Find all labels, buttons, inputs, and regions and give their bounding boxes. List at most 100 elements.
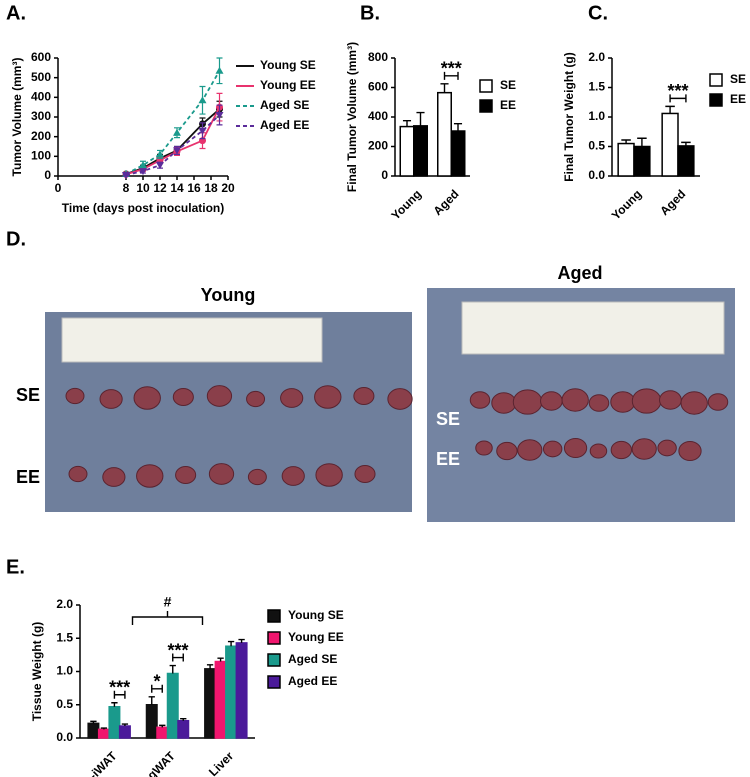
bar (214, 660, 227, 739)
tumor (206, 385, 233, 407)
x-tick-label: 20 (221, 181, 235, 195)
legend-label: Aged SE (288, 652, 337, 666)
legend-swatch (267, 631, 281, 645)
y-axis-label: Final Tumor Volume (mm³) (345, 42, 359, 192)
bar (156, 726, 169, 739)
point (156, 150, 164, 158)
legend-swatch (709, 73, 723, 87)
bar (166, 672, 179, 739)
panel-label: E. (6, 556, 25, 578)
point (156, 162, 164, 170)
legend-swatch (267, 653, 281, 667)
bar (225, 645, 238, 739)
photo-title: Young (201, 285, 256, 305)
x-tick-label: 14 (170, 181, 184, 195)
tumor (102, 467, 126, 487)
legend-label: Young EE (288, 630, 344, 644)
x-tick-label: 8 (123, 181, 130, 195)
tumor (353, 386, 375, 406)
bar (204, 668, 217, 739)
tumor (99, 389, 123, 409)
y-tick-label: 200 (31, 129, 51, 143)
error-bar (206, 664, 214, 669)
tumor (315, 463, 343, 487)
error-bar (169, 664, 176, 674)
y-tick-label: 1.0 (588, 109, 605, 123)
point (215, 66, 224, 74)
bar (661, 112, 679, 177)
bar (399, 125, 415, 177)
tumor (246, 390, 266, 408)
panel-label: A. (6, 2, 26, 24)
point (198, 96, 207, 104)
photo-title: Aged (558, 263, 603, 283)
row-label: SE (16, 385, 40, 405)
panel-label: B. (360, 2, 380, 24)
row-label: SE (436, 409, 460, 429)
tumor (512, 389, 543, 415)
tumor (172, 387, 194, 407)
significance: *** (167, 640, 188, 660)
bar (235, 642, 248, 739)
legend-swatch (709, 93, 723, 107)
tumor (610, 391, 636, 413)
y-axis-label: Tumor Volume (mm³) (10, 58, 24, 177)
bracket (131, 611, 204, 625)
tumor (589, 443, 608, 459)
point (173, 147, 181, 155)
error-bar (148, 696, 155, 705)
y-tick-label: 300 (31, 109, 51, 123)
error-bar (621, 139, 631, 144)
y-axis-label: Final Tumor Weight (g) (562, 52, 576, 182)
bar (145, 704, 158, 739)
error-bar (637, 137, 647, 147)
y-tick-label: 800 (368, 50, 388, 64)
panel-label: C. (588, 2, 608, 24)
tumor (542, 440, 563, 458)
tumor (561, 388, 589, 412)
bar (437, 91, 452, 177)
legend-label: Young SE (260, 58, 316, 72)
legend-swatch (479, 79, 493, 93)
bar (677, 145, 695, 177)
significance: # (164, 594, 172, 610)
tumor (631, 438, 657, 460)
error-bar (90, 720, 97, 724)
tumor (281, 466, 305, 486)
legend-label: EE (730, 92, 746, 106)
y-tick-label: 1.0 (56, 664, 73, 678)
legend-label: EE (500, 98, 516, 112)
bracket (669, 94, 687, 103)
tumor (314, 385, 342, 409)
error-bar (227, 640, 235, 647)
point (122, 172, 130, 180)
error-bar (121, 723, 129, 727)
y-axis-label: Tissue Weight (g) (30, 622, 44, 722)
bar (97, 728, 110, 739)
error-bar (217, 657, 224, 662)
point (173, 128, 181, 136)
bar (633, 145, 651, 177)
tumor (68, 465, 88, 483)
tumor (563, 438, 588, 458)
x-tick-label: 10 (136, 181, 150, 195)
error-bar (416, 111, 425, 126)
y-tick-label: 0.0 (588, 168, 605, 182)
error-bar (100, 727, 108, 730)
y-tick-label: 0 (44, 168, 51, 182)
legend-label: SE (500, 78, 516, 92)
x-tick-label: Aged (657, 187, 688, 218)
tumor (657, 439, 677, 457)
x-axis-label: Time (days post inoculation) (62, 201, 224, 215)
error-bar (453, 122, 463, 132)
tumor (354, 464, 376, 484)
tumor (631, 388, 662, 414)
ruler (461, 301, 725, 355)
tumor (65, 387, 85, 405)
bracket (172, 653, 184, 662)
tumor (175, 465, 197, 485)
tumor (387, 388, 413, 410)
bar (118, 725, 131, 739)
point (215, 112, 224, 120)
